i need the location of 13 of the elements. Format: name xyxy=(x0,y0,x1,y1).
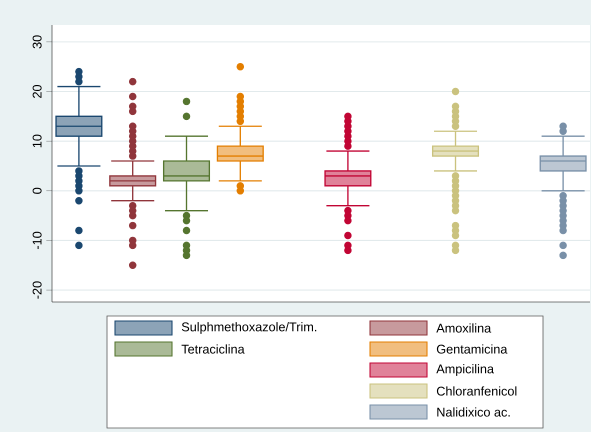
y-tick-label: 10 xyxy=(32,134,42,148)
y-tick-label: 20 xyxy=(32,84,42,98)
y-tick-label: 0 xyxy=(32,188,42,194)
legend-label: Amoxilina xyxy=(436,323,492,333)
legend-label: Gentamicina xyxy=(436,344,508,354)
legend-label: Ampicilina xyxy=(436,364,494,376)
legend-label: Chloranfenicol xyxy=(436,386,516,396)
y-tick-label: 30 xyxy=(32,35,42,48)
y-tick-label: -10 xyxy=(32,232,42,250)
legend-label: Nalidixico ac. xyxy=(437,407,510,417)
y-tick-label: -20 xyxy=(32,281,42,299)
legend-label: Sulphmethoxazole/Trim. xyxy=(182,322,316,334)
legend-label: Tetraciclina xyxy=(182,344,245,354)
